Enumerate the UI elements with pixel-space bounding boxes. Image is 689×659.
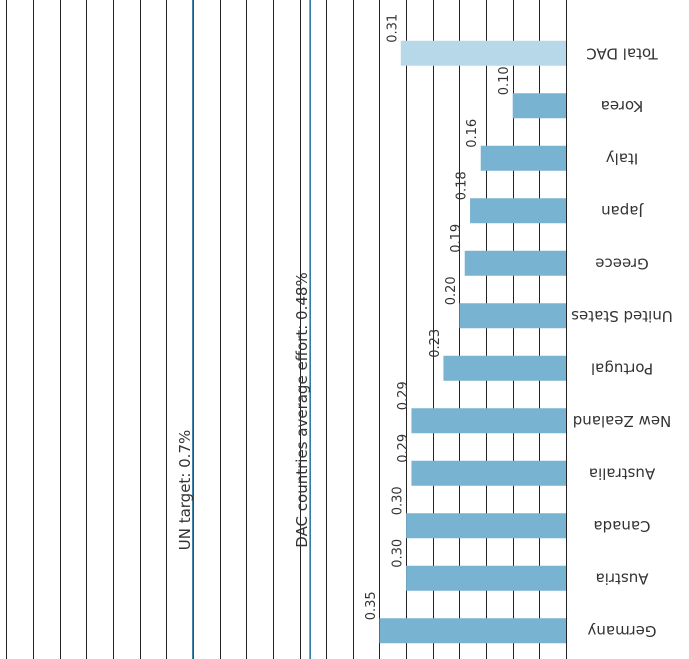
- bar-value-label: 0.19: [449, 224, 464, 253]
- bar-value-label: 0.30: [391, 486, 406, 515]
- bar-value-label: 0.20: [444, 276, 459, 305]
- category-label: United States: [571, 307, 673, 325]
- category-label: Austria: [596, 569, 649, 587]
- bars: [379, 40, 566, 644]
- category-label: Korea: [601, 97, 644, 115]
- category-label: Japan: [601, 202, 644, 220]
- gridlines: [6, 0, 567, 659]
- category-label: Italy: [606, 149, 639, 167]
- bar-value-label: 0.29: [396, 381, 411, 410]
- category-label: Australia: [589, 464, 655, 482]
- bar: [464, 250, 566, 276]
- category-label: Canada: [593, 517, 650, 535]
- bar-value-label: 0.18: [455, 171, 470, 200]
- category-label: Greece: [595, 254, 648, 272]
- bar: [411, 460, 566, 486]
- bar-value-label: 0.30: [391, 539, 406, 568]
- bar-value-label: 0.29: [396, 434, 411, 463]
- bar: [443, 355, 566, 381]
- category-label: Portugal: [591, 359, 653, 377]
- bar: [406, 565, 566, 591]
- bar: [512, 93, 566, 119]
- reference-line-label: DAC countries average effort: 0.48%: [293, 272, 311, 547]
- bar-value-label: 0.23: [428, 329, 443, 358]
- bar: [470, 198, 566, 224]
- reference-line-label: UN target: 0.7%: [176, 430, 194, 551]
- bar: [400, 40, 566, 66]
- bar: [480, 145, 566, 171]
- labels: 0.31 Total DAC 0.10 Korea 0.16 Italy 0.18 Japan…: [364, 14, 673, 640]
- category-label: New Zealand: [573, 412, 672, 430]
- bar: [411, 408, 566, 434]
- bar-value-label: 0.16: [465, 119, 480, 148]
- bar-value-label: 0.35: [364, 591, 379, 620]
- bar-value-label: 0.10: [497, 66, 512, 95]
- bar: [379, 618, 566, 644]
- category-label: Total DAC: [586, 44, 659, 62]
- bar: [459, 303, 566, 329]
- reference-lines: DAC countries average effort: 0.48% UN ta…: [176, 0, 311, 659]
- bar-value-label: 0.31: [385, 14, 400, 43]
- category-label: Germany: [587, 622, 656, 640]
- bar: [406, 513, 566, 539]
